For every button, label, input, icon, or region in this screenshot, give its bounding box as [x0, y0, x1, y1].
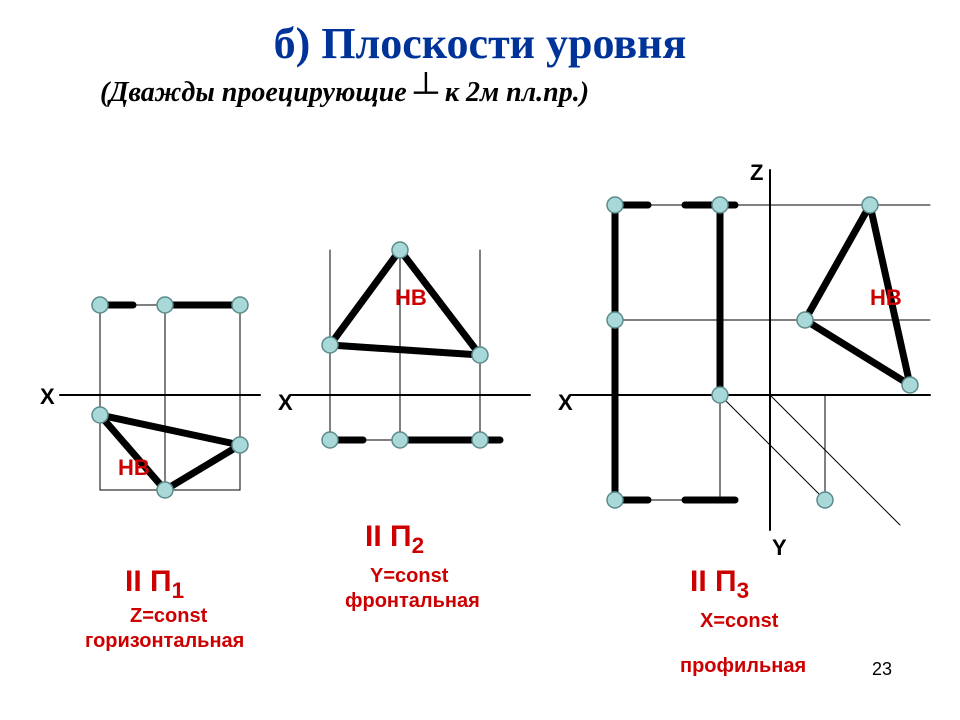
d3-hb: НВ	[870, 285, 902, 311]
d1-plane-const: Z=const	[130, 605, 207, 628]
d3-plane-main-text: ΙΙ П	[690, 565, 737, 598]
d1-plane-name: горизонтальная	[85, 630, 244, 653]
d3-plane-sub: 3	[737, 578, 750, 603]
d3-plane-main: ΙΙ П3	[690, 565, 749, 604]
d1-plane-sub: 1	[172, 578, 185, 603]
d2-plane-main: ΙΙ П2	[365, 520, 424, 559]
d1-hb: НВ	[118, 455, 150, 481]
d2-plane-name: фронтальная	[345, 590, 480, 613]
d1-plane-main: ΙΙ П1	[125, 565, 184, 604]
d3-z-label: Z	[750, 160, 763, 186]
d1-x-label: X	[40, 384, 55, 410]
d2-plane-main-text: ΙΙ П	[365, 520, 412, 553]
d3-plane-name: профильная	[680, 655, 806, 678]
d3-x-label: X	[558, 390, 573, 416]
d1-plane-main-text: ΙΙ П	[125, 565, 172, 598]
d2-hb: НВ	[395, 285, 427, 311]
d3-plane-const: X=const	[700, 610, 778, 633]
d2-x-label: X	[278, 390, 293, 416]
d2-plane-sub: 2	[412, 533, 425, 558]
d2-plane-const: Y=const	[370, 565, 448, 588]
d3-y-label: Y	[772, 535, 787, 561]
page-number: 23	[872, 659, 892, 680]
